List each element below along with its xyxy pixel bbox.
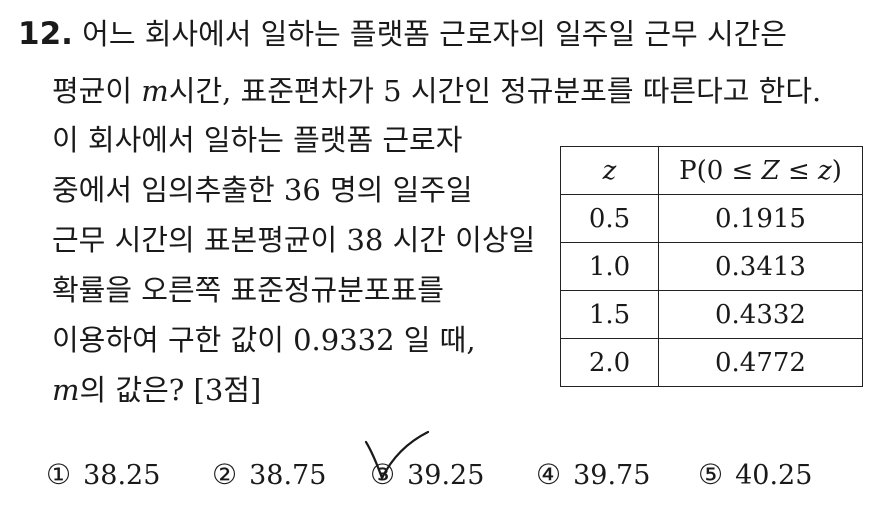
checkmark-icon — [364, 430, 430, 480]
choice-value-5: 40.25 — [735, 460, 813, 491]
variable-m: m — [52, 373, 80, 407]
problem-line-8: m의 값은? [3점] — [52, 372, 261, 408]
table-cell-z: 0.5 — [560, 194, 659, 243]
table-cell-p: 0.4332 — [658, 290, 863, 339]
table-cell-p: 0.1915 — [658, 194, 863, 243]
table-header-z: z — [560, 146, 659, 195]
problem-line-6: 확률을 오른쪽 표준정규분포표를 — [52, 273, 444, 307]
answer-choice-1[interactable]: ① 38.25 — [46, 456, 160, 495]
table-header-row: z P(0 ≤ Z ≤ z) — [560, 146, 863, 195]
problem-line-3: 이 회사에서 일하는 플랫폼 근로자 — [52, 123, 463, 157]
table-row: 1.0 0.3413 — [560, 242, 863, 291]
standard-normal-table: z P(0 ≤ Z ≤ z) 0.5 0.1915 1.0 0.3413 1.5… — [560, 146, 863, 387]
problem-text-line-1: 어느 회사에서 일하는 플랫폼 근로자의 일주일 근무 시간은 — [82, 17, 787, 51]
table-row: 1.5 0.4332 — [560, 290, 863, 339]
answer-choices: ① 38.25 ② 38.75 ③ 39.25 ④ 39.75 ⑤ 40.25 — [0, 456, 883, 496]
answer-choice-4[interactable]: ④ 39.75 — [536, 456, 650, 495]
table-cell-z: 1.0 — [560, 242, 659, 291]
table-row: 2.0 0.4772 — [560, 338, 863, 387]
choice-value-3: 39.25 — [407, 460, 485, 491]
table-row: 0.5 0.1915 — [560, 194, 863, 243]
problem-line-1: 12. 어느 회사에서 일하는 플랫폼 근로자의 일주일 근무 시간은 — [18, 16, 787, 52]
variable-m: m — [141, 74, 169, 108]
answer-choice-2[interactable]: ② 38.75 — [212, 456, 326, 495]
choice-number-1: ① — [46, 458, 72, 491]
choice-number-4: ④ — [536, 458, 562, 491]
problem-text-line-8: 의 값은? [3점] — [79, 373, 262, 407]
choice-value-1: 38.25 — [83, 460, 161, 491]
choice-number-5: ⑤ — [698, 458, 724, 491]
answer-choice-5[interactable]: ⑤ 40.25 — [698, 456, 812, 495]
problem-number: 12. — [18, 16, 73, 52]
problem-line-5: 근무 시간의 표본평균이 38 시간 이상일 — [52, 223, 536, 257]
table-cell-z: 1.5 — [560, 290, 659, 339]
problem-line-7: 이용하여 구한 값이 0.9332 일 때, — [52, 323, 476, 357]
problem-text-line-2b: 시간, 표준편차가 5 시간인 정규분포를 따른다고 한다. — [168, 74, 822, 108]
problem-line-4: 중에서 임의추출한 36 명의 일주일 — [52, 173, 473, 207]
table-cell-z: 2.0 — [560, 338, 659, 387]
table-cell-p: 0.4772 — [658, 338, 863, 387]
choice-value-2: 38.75 — [249, 460, 327, 491]
problem-line-2: 평균이 m시간, 표준편차가 5 시간인 정규분포를 따른다고 한다. — [52, 73, 821, 109]
table-cell-p: 0.3413 — [658, 242, 863, 291]
choice-number-2: ② — [212, 458, 238, 491]
problem-text-line-2a: 평균이 — [52, 74, 142, 108]
choice-value-4: 39.75 — [573, 460, 651, 491]
table-header-p: P(0 ≤ Z ≤ z) — [658, 146, 863, 195]
